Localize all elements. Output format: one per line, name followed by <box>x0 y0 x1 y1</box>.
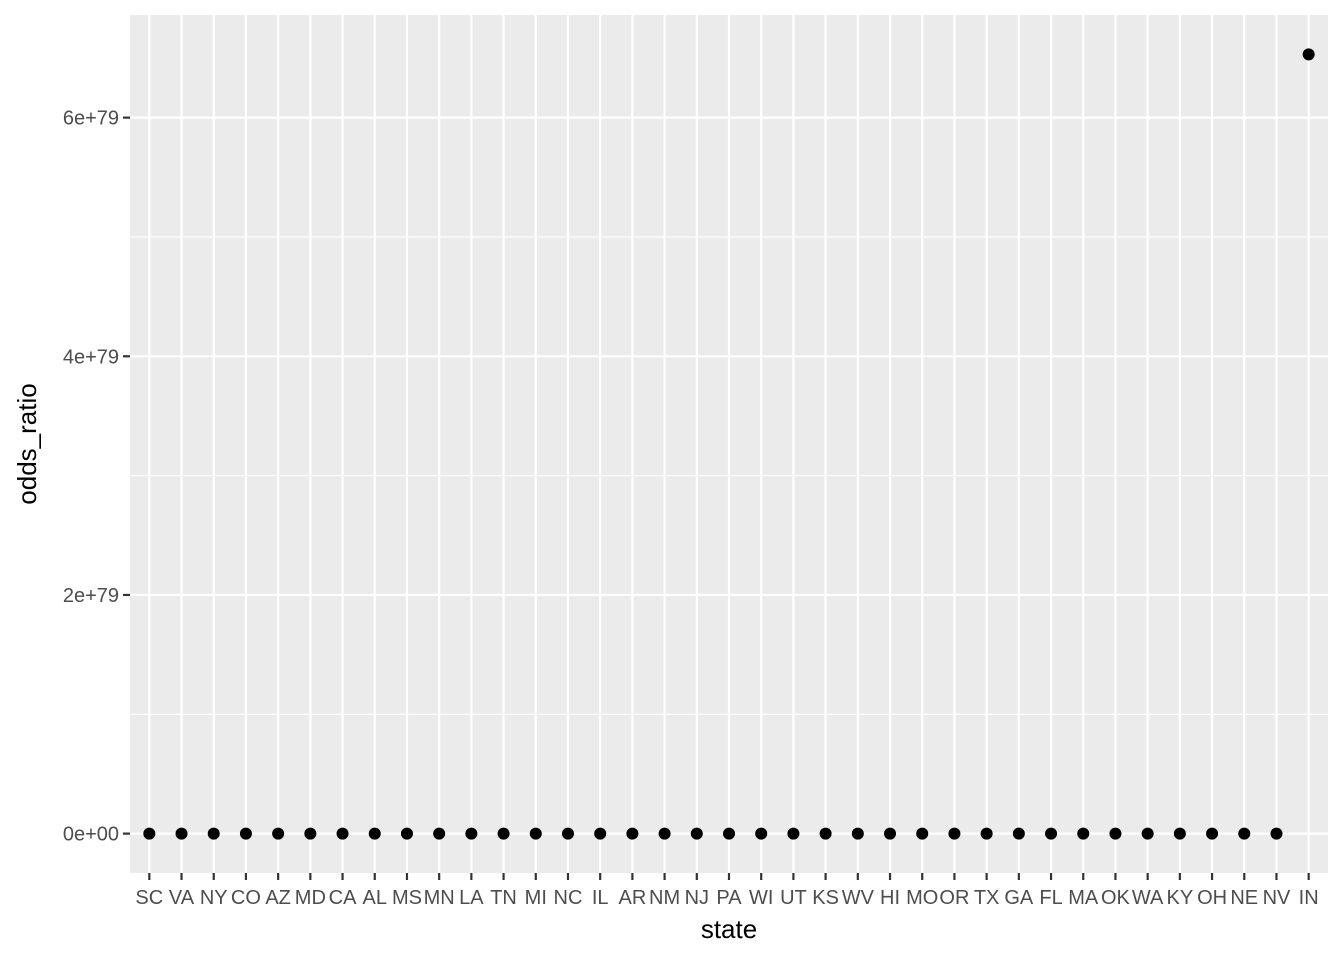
data-point <box>723 827 735 840</box>
data-point <box>175 827 188 840</box>
data-point <box>690 827 703 840</box>
data-point <box>529 827 542 840</box>
y-tick-label: 0e+00 <box>63 824 119 846</box>
data-point <box>143 827 156 840</box>
x-axis: SC VA NY CO AZ MD CA AL MS MN LA TN MI NC IL AR NM NJ PA WI… <box>135 873 1319 909</box>
data-point <box>594 827 607 840</box>
data-point <box>980 827 993 840</box>
x-tick-label: OH <box>1197 887 1227 909</box>
data-point <box>755 827 768 840</box>
data-point <box>1141 827 1154 840</box>
x-tick-label: HI <box>880 887 900 909</box>
x-tick-label: MA <box>1068 887 1099 909</box>
data-point <box>1302 48 1315 61</box>
x-tick-label: AZ <box>265 887 291 909</box>
data-point <box>465 827 478 840</box>
data-point <box>1173 827 1186 840</box>
x-tick-label: MI <box>525 887 547 909</box>
x-tick-label: IL <box>592 887 609 909</box>
x-tick-label: NY <box>200 887 228 909</box>
data-point <box>1012 827 1025 840</box>
data-point <box>207 827 220 840</box>
data-point <box>819 827 832 840</box>
x-tick-label: NE <box>1230 887 1258 909</box>
x-tick-label: KY <box>1167 887 1194 909</box>
data-point <box>948 827 961 840</box>
y-axis: 0e+00 2e+79 4e+79 6e+79 <box>63 108 130 846</box>
x-tick-label: UT <box>780 887 807 909</box>
data-point <box>400 827 413 840</box>
x-tick-label: NC <box>554 887 583 909</box>
x-tick-label: WI <box>749 887 773 909</box>
x-tick-label: OK <box>1101 887 1131 909</box>
data-point <box>884 827 897 840</box>
data-point <box>1077 827 1090 840</box>
data-points <box>143 48 1315 840</box>
x-tick-label: FL <box>1039 887 1062 909</box>
data-point <box>1206 827 1219 840</box>
data-point <box>1270 827 1283 840</box>
x-tick-label: WV <box>842 887 875 909</box>
x-tick-label: VA <box>169 887 195 909</box>
x-axis-title: state <box>701 914 757 944</box>
x-tick-label: SC <box>135 887 163 909</box>
y-tick-label: 6e+79 <box>63 108 119 130</box>
data-point <box>239 827 252 840</box>
data-point <box>433 827 446 840</box>
data-point <box>1109 827 1122 840</box>
x-tick-label: CA <box>329 887 357 909</box>
x-tick-label: TX <box>974 887 1000 909</box>
data-point <box>787 827 800 840</box>
x-tick-label: NJ <box>685 887 709 909</box>
data-point <box>336 827 349 840</box>
data-point <box>916 827 929 840</box>
x-tick-label: IN <box>1299 887 1319 909</box>
x-tick-label: NV <box>1263 887 1291 909</box>
data-point <box>1045 827 1058 840</box>
x-tick-label: MN <box>424 887 455 909</box>
data-point <box>272 827 285 840</box>
x-tick-label: AR <box>618 887 646 909</box>
data-point <box>497 827 510 840</box>
x-tick-label: NM <box>649 887 680 909</box>
x-tick-label: PA <box>716 887 742 909</box>
data-point <box>304 827 317 840</box>
y-tick-label: 2e+79 <box>63 585 119 607</box>
data-point <box>1238 827 1251 840</box>
x-tick-label: CO <box>231 887 261 909</box>
x-tick-label: MS <box>392 887 422 909</box>
data-point <box>368 827 381 840</box>
x-tick-label: MO <box>906 887 938 909</box>
data-point <box>658 827 671 840</box>
x-tick-label: TN <box>490 887 517 909</box>
data-point <box>626 827 639 840</box>
data-point <box>561 827 574 840</box>
x-tick-label: MD <box>295 887 326 909</box>
x-tick-label: GA <box>1004 887 1034 909</box>
x-tick-label: OR <box>939 887 969 909</box>
y-tick-label: 4e+79 <box>63 346 119 368</box>
x-tick-label: KS <box>812 887 839 909</box>
x-tick-label: AL <box>363 887 387 909</box>
x-tick-label: LA <box>459 887 484 909</box>
y-axis-title: odds_ratio <box>12 383 42 504</box>
x-tick-label: WA <box>1132 887 1164 909</box>
data-point <box>851 827 864 840</box>
major-grid <box>130 15 1328 873</box>
